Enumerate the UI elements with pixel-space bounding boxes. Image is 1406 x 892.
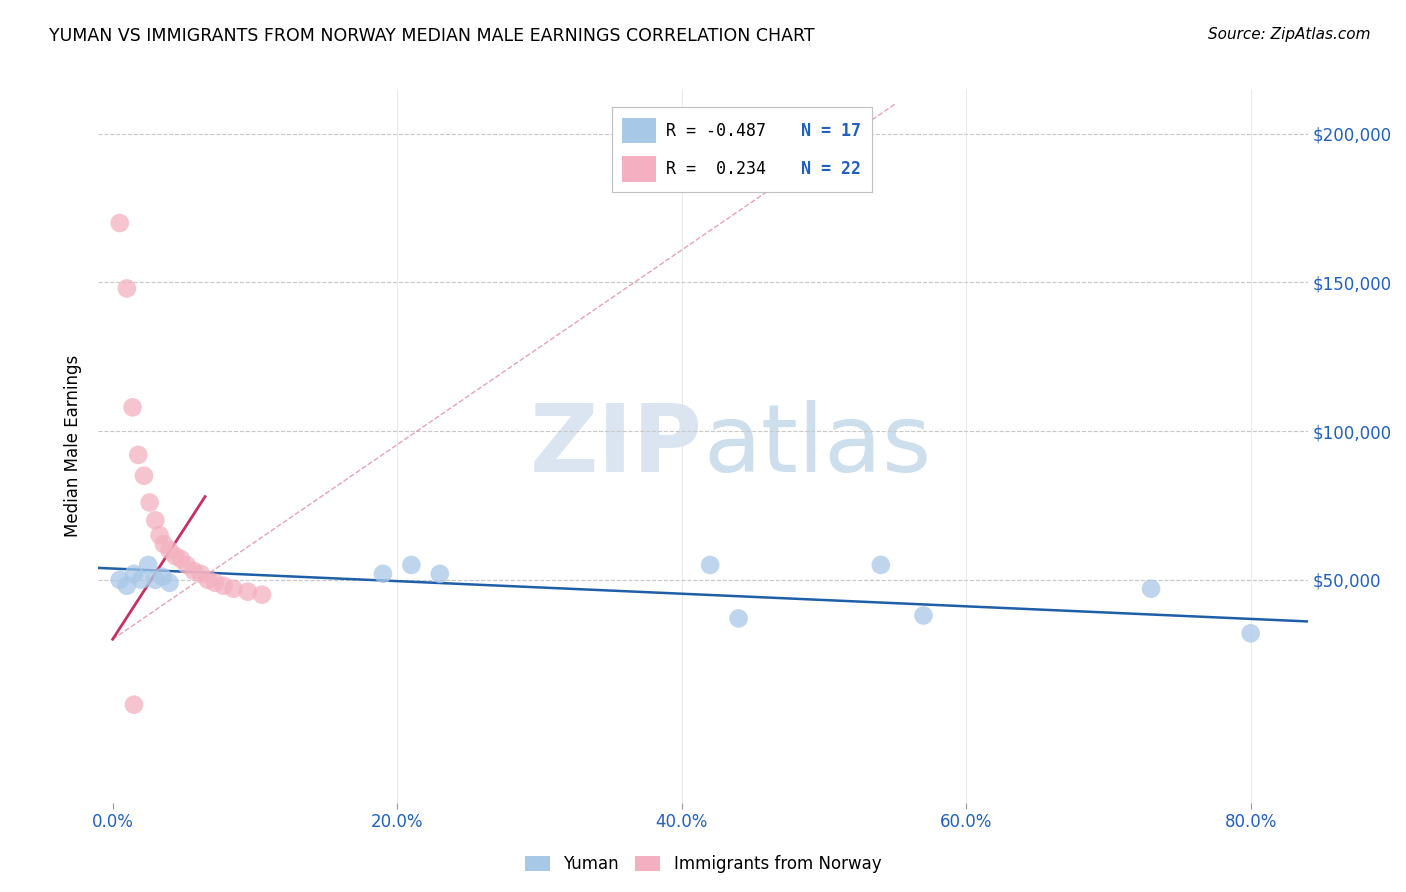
Point [197, 573, 219, 587]
Point [236, 584, 259, 599]
Text: R =  0.234: R = 0.234 [666, 160, 766, 178]
Point [129, 573, 152, 587]
Point [143, 573, 166, 587]
Text: YUMAN VS IMMIGRANTS FROM NORWAY MEDIAN MALE EARNINGS CORRELATION CHART: YUMAN VS IMMIGRANTS FROM NORWAY MEDIAN M… [49, 27, 815, 45]
Point [122, 566, 145, 581]
Point [132, 468, 155, 483]
Point [250, 588, 273, 602]
Point [159, 575, 181, 590]
Text: N = 22: N = 22 [801, 160, 862, 178]
Point [136, 558, 159, 572]
Point [1140, 582, 1163, 596]
Point [115, 579, 138, 593]
Point [183, 564, 205, 578]
Point [1240, 626, 1263, 640]
Text: atlas: atlas [703, 400, 931, 492]
Point [912, 608, 935, 623]
Point [149, 528, 172, 542]
Point [429, 566, 451, 581]
Point [159, 543, 181, 558]
Point [401, 558, 423, 572]
Point [152, 570, 174, 584]
Point [108, 216, 131, 230]
Point [170, 552, 193, 566]
Point [115, 281, 138, 295]
Point [121, 401, 143, 415]
Point [869, 558, 891, 572]
Point [108, 573, 131, 587]
Text: N = 17: N = 17 [801, 122, 862, 140]
Point [371, 566, 394, 581]
Bar [621, 118, 655, 144]
Point [212, 579, 235, 593]
Point [176, 558, 198, 572]
Point [153, 537, 176, 551]
Point [127, 448, 149, 462]
Bar [621, 156, 655, 182]
Point [699, 558, 721, 572]
Legend: Yuman, Immigrants from Norway: Yuman, Immigrants from Norway [524, 855, 882, 873]
Text: ZIP: ZIP [530, 400, 703, 492]
Point [190, 566, 212, 581]
Text: R = -0.487: R = -0.487 [666, 122, 766, 140]
Point [138, 495, 160, 509]
Point [204, 575, 226, 590]
Y-axis label: Median Male Earnings: Median Male Earnings [65, 355, 83, 537]
Point [727, 611, 749, 625]
Text: Source: ZipAtlas.com: Source: ZipAtlas.com [1208, 27, 1371, 42]
Point [143, 513, 166, 527]
Point [222, 582, 245, 596]
Point [122, 698, 145, 712]
Point [165, 549, 187, 563]
